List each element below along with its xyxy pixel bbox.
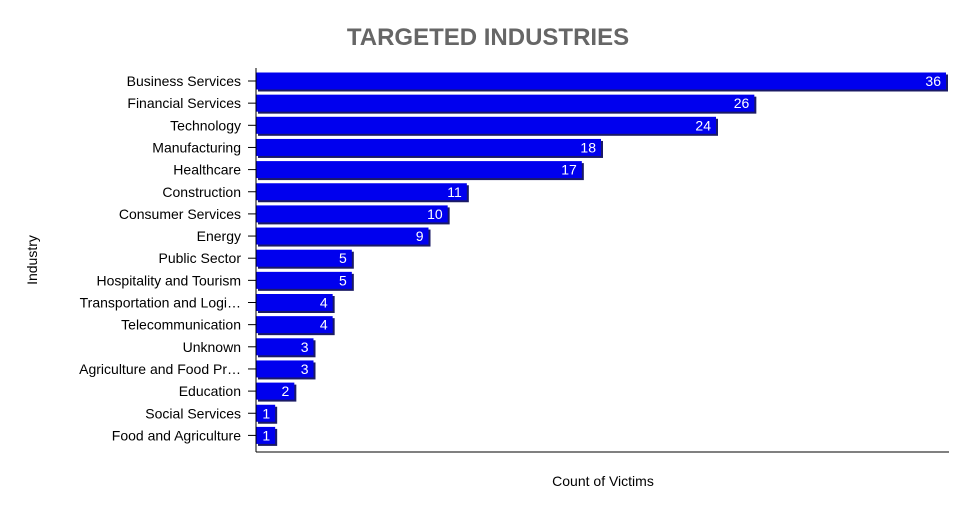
bar-value-label: 11 xyxy=(447,184,462,200)
category-label: Technology xyxy=(170,117,241,133)
bar xyxy=(256,316,333,334)
bar-value-label: 9 xyxy=(416,228,424,244)
y-ticks-group xyxy=(248,80,256,436)
bar-value-label: 1 xyxy=(262,427,270,443)
category-label: Education xyxy=(179,383,241,399)
bar-value-label: 4 xyxy=(320,295,328,311)
bar xyxy=(256,426,276,444)
category-label: Hospitality and Tourism xyxy=(97,272,241,288)
category-label: Agriculture and Food Pr… xyxy=(79,361,241,377)
category-label: Social Services xyxy=(145,405,241,421)
bar-value-label: 3 xyxy=(301,361,309,377)
category-label: Food and Agriculture xyxy=(112,427,241,443)
bar xyxy=(256,205,448,223)
bar xyxy=(256,360,314,378)
bar xyxy=(256,183,467,201)
bar xyxy=(256,116,716,134)
category-label: Telecommunication xyxy=(121,317,241,333)
bar xyxy=(256,294,333,311)
category-labels-group: Business Services Financial Services Techn… xyxy=(79,73,241,443)
y-axis-title: Industry xyxy=(24,235,40,285)
bar-value-label: 36 xyxy=(925,73,941,89)
category-label: Construction xyxy=(162,184,241,200)
category-label: Energy xyxy=(197,228,241,244)
bar xyxy=(256,271,352,289)
category-label: Financial Services xyxy=(127,95,241,111)
chart-title: TARGETED INDUSTRIES xyxy=(347,24,629,51)
bar xyxy=(256,227,429,245)
bar xyxy=(256,404,276,422)
x-axis-title: Count of Victims xyxy=(552,473,654,489)
bar-value-label: 17 xyxy=(561,162,577,178)
bar xyxy=(256,72,946,90)
category-label: Unknown xyxy=(183,339,241,355)
bar-value-label: 3 xyxy=(301,339,309,355)
bar-value-label: 5 xyxy=(339,250,347,266)
bar-value-label: 5 xyxy=(339,272,347,288)
category-label: Transportation and Logi… xyxy=(80,295,241,311)
bar-value-label: 18 xyxy=(580,139,596,155)
bar-value-label: 4 xyxy=(320,317,328,333)
category-label: Public Sector xyxy=(159,250,242,266)
bar-value-label: 1 xyxy=(262,405,270,421)
bar-value-label: 10 xyxy=(427,206,443,222)
bar-value-label: 24 xyxy=(695,117,711,133)
bar xyxy=(256,338,314,356)
bar-value-label: 26 xyxy=(734,95,750,111)
category-label: Healthcare xyxy=(173,162,241,178)
category-label: Manufacturing xyxy=(152,139,241,155)
category-label: Business Services xyxy=(127,73,241,89)
bar xyxy=(256,94,755,112)
bar xyxy=(256,138,601,156)
bar-value-label: 2 xyxy=(282,383,290,399)
category-label: Consumer Services xyxy=(119,206,241,222)
bar xyxy=(256,249,352,267)
bar xyxy=(256,161,582,179)
bar xyxy=(256,382,295,400)
